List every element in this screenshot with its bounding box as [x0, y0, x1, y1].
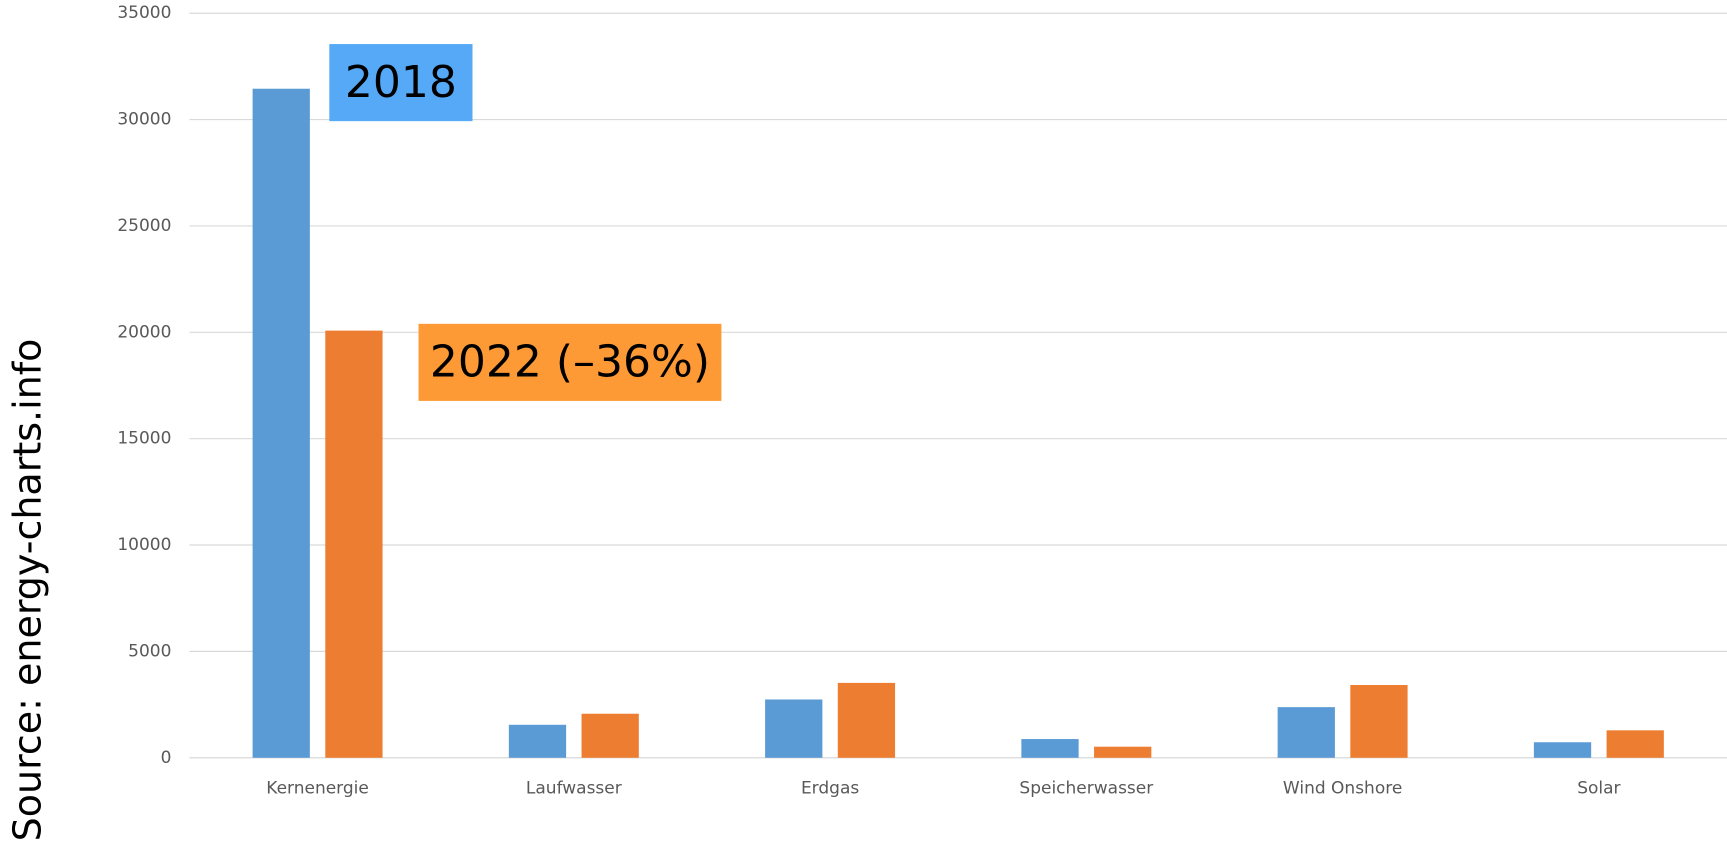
legend-label: 2022 (–36%) [430, 337, 710, 388]
bar [765, 699, 823, 758]
bar [837, 682, 896, 758]
x-tick-label: Solar [1577, 779, 1620, 799]
bar [1350, 685, 1408, 758]
legend-box [418, 323, 722, 401]
bar [252, 88, 310, 758]
bar [581, 713, 639, 758]
y-tick-label: 0 [161, 748, 172, 768]
y-tick-label: 20000 [117, 322, 171, 342]
bar [1533, 742, 1592, 758]
y-tick-label: 15000 [117, 429, 171, 449]
bar [1606, 730, 1664, 758]
x-tick-label: Speicherwasser [1019, 779, 1153, 799]
legend-box [329, 44, 473, 122]
x-tick-label: Kernenergie [266, 779, 369, 799]
bar [325, 330, 383, 758]
y-tick-label: 25000 [117, 216, 171, 236]
x-tick-label: Laufwasser [526, 779, 622, 799]
x-tick-label: Erdgas [801, 779, 859, 799]
y-tick-label: 30000 [117, 110, 171, 130]
bar [1094, 746, 1152, 758]
y-tick-label: 5000 [128, 641, 171, 661]
bar [1277, 707, 1335, 758]
legend-label: 2018 [345, 57, 457, 108]
source-note: Source: energy-charts.info [6, 339, 50, 842]
bar [508, 724, 567, 758]
x-tick-label: Wind Onshore [1283, 779, 1402, 799]
y-tick-label: 10000 [117, 535, 171, 555]
y-tick-label: 35000 [117, 3, 171, 23]
bar [1021, 739, 1079, 758]
